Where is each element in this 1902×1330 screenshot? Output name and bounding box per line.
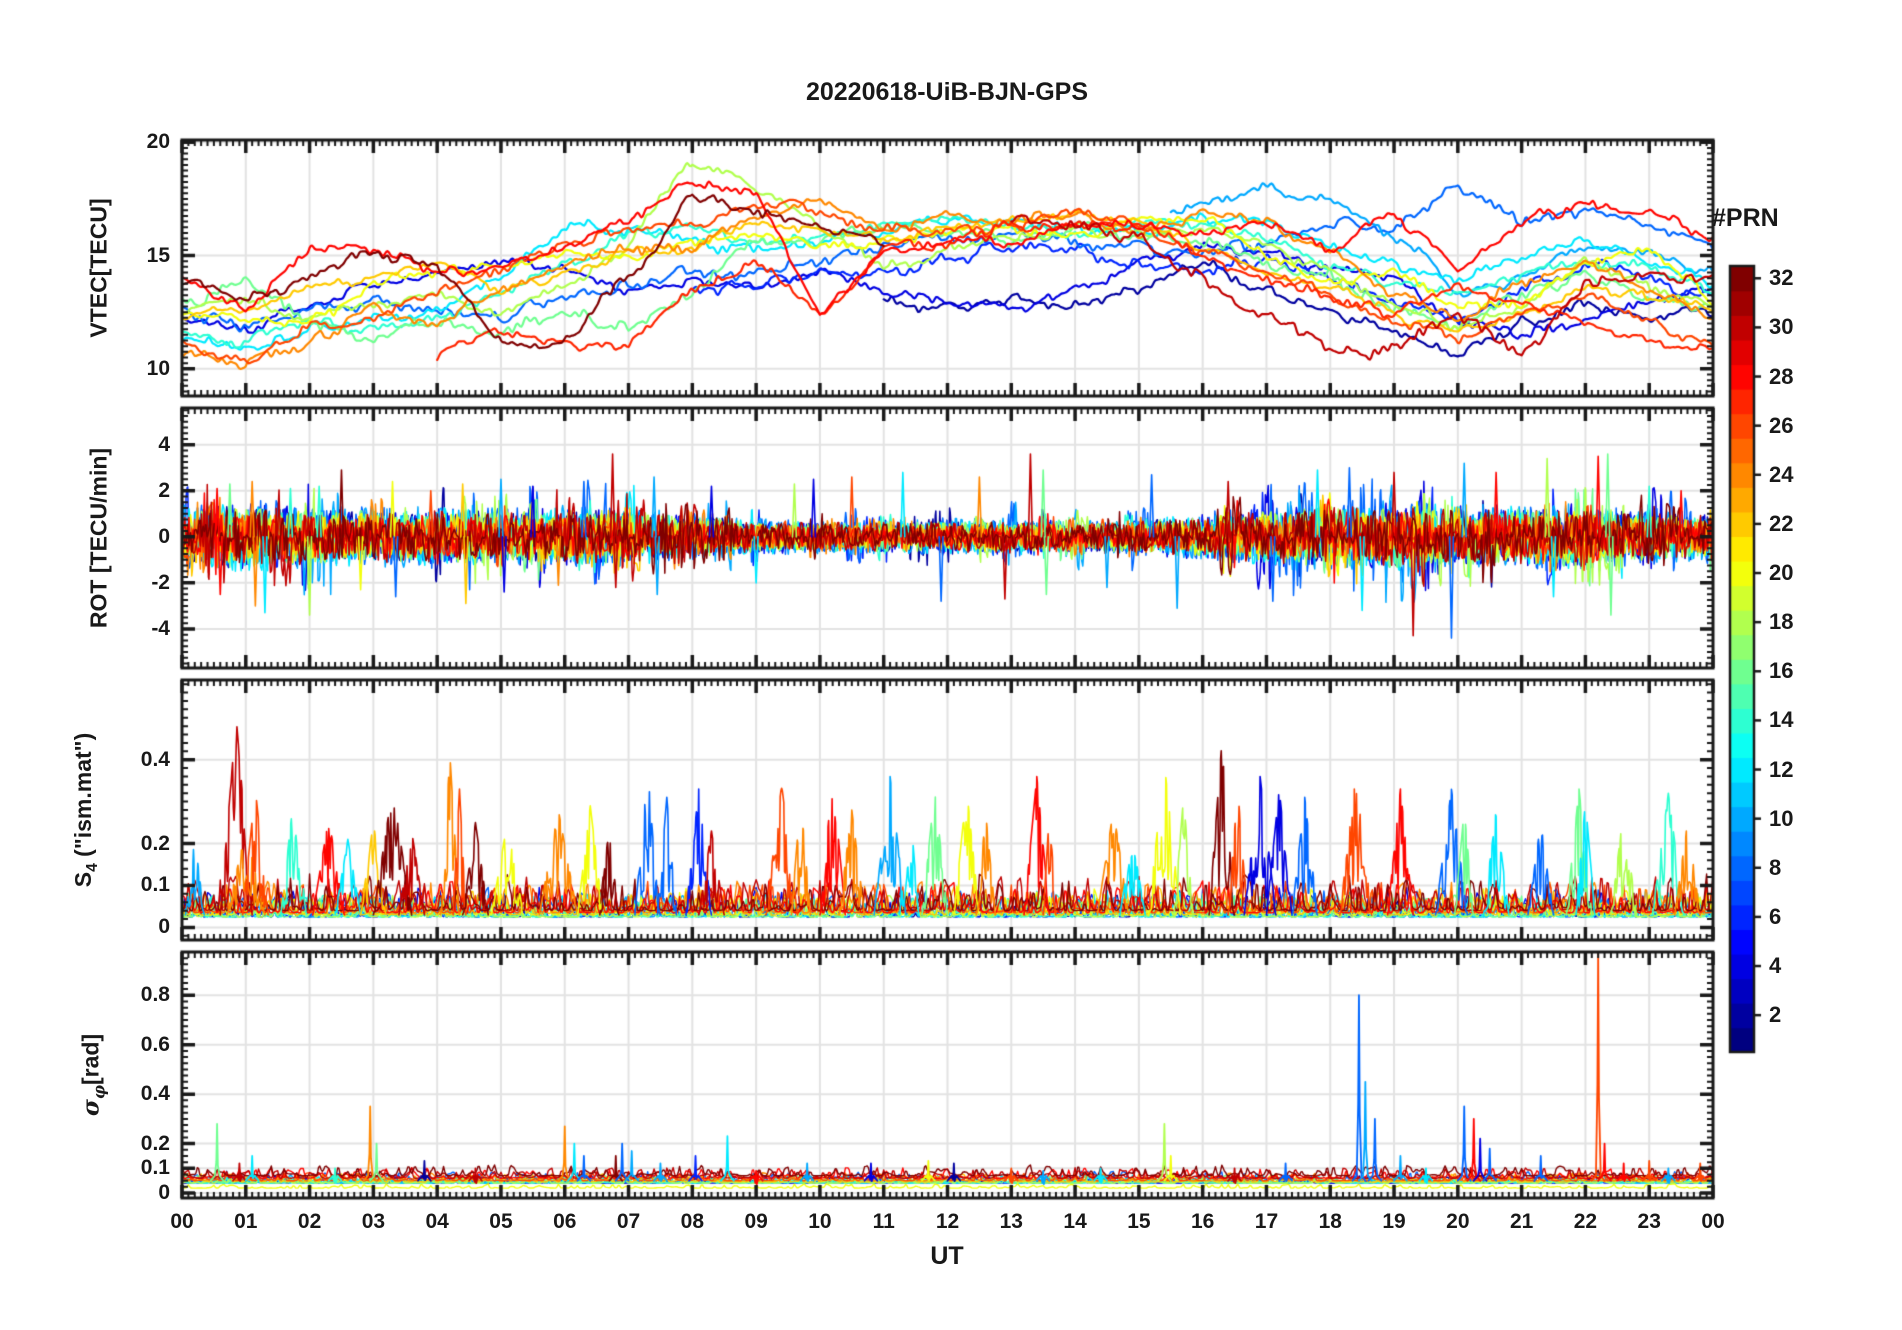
sigma-symbol: σ [77, 1099, 105, 1117]
x-tick-label-19-19: 19 [1382, 1210, 1406, 1233]
colorbar-tick-20: 20 [1769, 560, 1794, 586]
x-tick-label-11-11: 11 [872, 1210, 895, 1233]
y-tick-sigma_phi-0.4: 0.4 [140, 1082, 170, 1106]
x-tick-label-20-20: 20 [1446, 1210, 1470, 1233]
y-tick-sigma_phi-0.1: 0.1 [140, 1156, 170, 1180]
y-axis-label-s4: S4 ("ism.mat") [70, 733, 102, 888]
y-tick-rot--2: -2 [151, 570, 170, 594]
x-tick-label-17-17: 17 [1254, 1210, 1279, 1233]
x-tick-label-23-23: 23 [1637, 1210, 1661, 1233]
y-tick-sigma_phi-0.2: 0.2 [140, 1131, 170, 1155]
x-axis-label: UT [930, 1242, 964, 1270]
y-axis-label-sigma-phi: σφ[rad] [78, 1034, 109, 1116]
colorbar-tick-22: 22 [1769, 510, 1794, 536]
colorbar-tick-16: 16 [1769, 658, 1794, 684]
chart-title: 20220618-UiB-BJN-GPS [805, 78, 1089, 106]
s4-units: ("ism.mat") [70, 732, 97, 864]
colorbar-title: #PRN [1712, 204, 1779, 232]
colorbar-tick-30: 30 [1769, 314, 1794, 340]
y-tick-sigma_phi-0.6: 0.6 [140, 1032, 170, 1056]
y-tick-rot-2: 2 [158, 478, 170, 502]
colorbar-tick-26: 26 [1769, 412, 1794, 438]
x-tick-label-05-5: 05 [489, 1210, 513, 1233]
x-tick-label-07-7: 07 [616, 1210, 641, 1233]
y-tick-s4-0: 0 [158, 915, 170, 939]
x-tick-label-10-10: 10 [808, 1210, 832, 1233]
sigma-units: [rad] [77, 1033, 104, 1086]
x-tick-label-03-3: 03 [361, 1210, 386, 1233]
x-tick-label-14-14: 14 [1063, 1210, 1087, 1233]
x-tick-label-00-0: 00 [170, 1210, 194, 1233]
colorbar-tick-6: 6 [1769, 903, 1782, 929]
y-tick-vtec-20: 20 [146, 130, 170, 154]
y-tick-sigma_phi-0.8: 0.8 [140, 983, 170, 1007]
y-tick-rot-4: 4 [158, 432, 170, 456]
y-tick-vtec-15: 15 [146, 243, 170, 267]
y-tick-s4-0.4: 0.4 [140, 747, 170, 771]
y-tick-s4-0.1: 0.1 [140, 873, 170, 897]
colorbar-tick-2: 2 [1769, 1002, 1782, 1028]
y-axis-label-rot: ROT [TECU/min] [86, 448, 113, 628]
colorbar-tick-24: 24 [1769, 461, 1794, 487]
colorbar-tick-28: 28 [1769, 363, 1794, 389]
colorbar-tick-4: 4 [1769, 953, 1782, 979]
x-tick-label-01-1: 01 [234, 1210, 258, 1233]
x-tick-label-18-18: 18 [1318, 1210, 1342, 1233]
x-tick-label-12-12: 12 [935, 1210, 960, 1233]
colorbar-tick-14: 14 [1769, 707, 1794, 733]
x-tick-label-16-16: 16 [1190, 1210, 1215, 1233]
colorbar-tick-10: 10 [1769, 805, 1794, 831]
phi-subscript: φ [89, 1085, 109, 1100]
x-tick-label-09-9: 09 [744, 1210, 768, 1233]
y-axis-label-vtec: VTEC[TECU] [86, 198, 113, 337]
colorbar-tick-18: 18 [1769, 609, 1794, 635]
x-tick-label-06-6: 06 [553, 1210, 577, 1233]
y-tick-vtec-10: 10 [146, 356, 170, 380]
x-tick-label-02-2: 02 [297, 1210, 322, 1233]
s4-subscript: 4 [83, 863, 101, 872]
y-tick-sigma_phi-0: 0 [158, 1181, 170, 1205]
y-axis-label-vtec-text: VTEC[TECU] [85, 198, 112, 338]
y-tick-rot--4: -4 [151, 616, 170, 640]
colorbar-tick-32: 32 [1769, 265, 1794, 291]
x-tick-label-22-22: 22 [1573, 1210, 1598, 1233]
x-tick-label-13-13: 13 [999, 1210, 1023, 1233]
x-tick-label-00-24: 00 [1701, 1210, 1725, 1233]
colorbar-tick-8: 8 [1769, 854, 1782, 880]
y-axis-label-rot-text: ROT [TECU/min] [85, 447, 112, 629]
s4-symbol: S [70, 871, 97, 888]
y-tick-rot-0: 0 [158, 524, 170, 548]
y-tick-s4-0.2: 0.2 [140, 831, 170, 855]
x-tick-label-15-15: 15 [1127, 1210, 1151, 1233]
colorbar-tick-12: 12 [1769, 756, 1794, 782]
x-tick-label-08-8: 08 [680, 1210, 705, 1233]
x-tick-label-21-21: 21 [1509, 1210, 1534, 1233]
x-tick-label-04-4: 04 [425, 1210, 449, 1233]
